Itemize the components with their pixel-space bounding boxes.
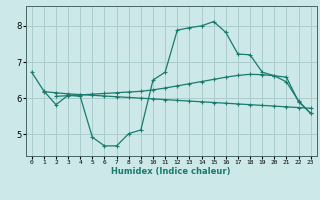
X-axis label: Humidex (Indice chaleur): Humidex (Indice chaleur) bbox=[111, 167, 231, 176]
